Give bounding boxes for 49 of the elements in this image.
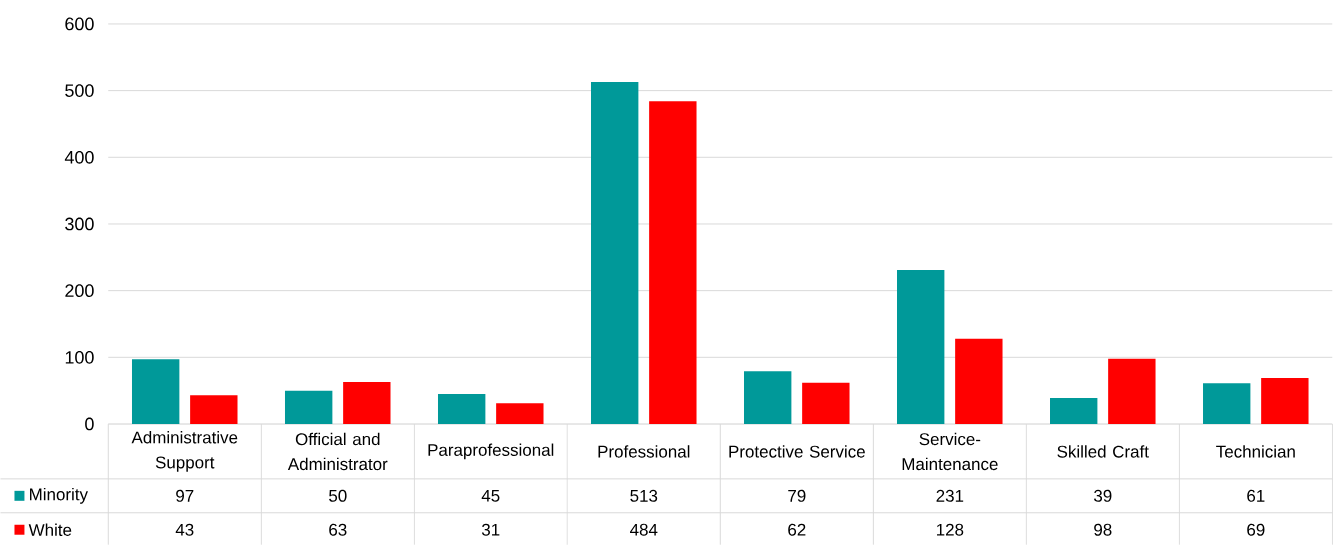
bar bbox=[649, 101, 697, 424]
legend-label: Minority bbox=[30, 487, 88, 504]
y-tick-label: 600 bbox=[65, 17, 94, 31]
y-tick-label: 300 bbox=[65, 217, 94, 231]
bar bbox=[955, 338, 1003, 424]
data-label: 39 bbox=[1094, 489, 1112, 502]
data-label: 231 bbox=[936, 489, 964, 502]
bar bbox=[131, 359, 180, 424]
data-label: 50 bbox=[329, 489, 347, 502]
data-label: 79 bbox=[788, 489, 806, 502]
x-tick-label: Protective Service bbox=[729, 445, 865, 458]
y-tick-label: 400 bbox=[64, 150, 94, 164]
data-label: 45 bbox=[481, 489, 500, 502]
bar bbox=[496, 403, 544, 424]
x-tick-label: Paraprofessional bbox=[428, 443, 554, 460]
bar bbox=[1050, 397, 1098, 424]
x-tick-label: Professional bbox=[598, 445, 690, 458]
data-label: 484 bbox=[630, 523, 658, 536]
bar bbox=[284, 390, 333, 424]
y-tick-label: 200 bbox=[65, 284, 94, 297]
y-tick-label: 0 bbox=[85, 417, 94, 431]
data-label: 43 bbox=[175, 523, 194, 536]
bar bbox=[437, 393, 486, 424]
y-tick-label: 500 bbox=[65, 84, 94, 97]
data-label: 31 bbox=[481, 523, 500, 536]
x-tick-label: Administrative Support bbox=[131, 430, 238, 472]
x-tick-label: Skilled Craft bbox=[1057, 445, 1149, 458]
x-tick-label: Official and Administrator bbox=[287, 432, 388, 471]
x-tick-label: Technician bbox=[1216, 445, 1295, 458]
data-label: 97 bbox=[176, 489, 194, 502]
bar bbox=[744, 371, 792, 424]
data-label: 98 bbox=[1094, 523, 1112, 536]
bar bbox=[590, 81, 639, 424]
data-label: 128 bbox=[937, 523, 964, 536]
x-tick-label: Service-Maintenance bbox=[902, 432, 998, 471]
data-label: 61 bbox=[1247, 489, 1265, 502]
bar bbox=[190, 395, 238, 424]
bar bbox=[802, 382, 850, 424]
data-label: 513 bbox=[630, 489, 658, 502]
y-tick-label: 100 bbox=[65, 350, 94, 364]
data-label: 69 bbox=[1247, 523, 1265, 536]
bar bbox=[1261, 377, 1309, 424]
legend-label: White bbox=[28, 523, 72, 536]
bar bbox=[1203, 383, 1251, 424]
bar bbox=[897, 269, 945, 424]
data-label: 62 bbox=[788, 523, 806, 536]
bar bbox=[1108, 358, 1156, 424]
bar bbox=[343, 381, 391, 424]
data-label: 63 bbox=[329, 523, 347, 536]
